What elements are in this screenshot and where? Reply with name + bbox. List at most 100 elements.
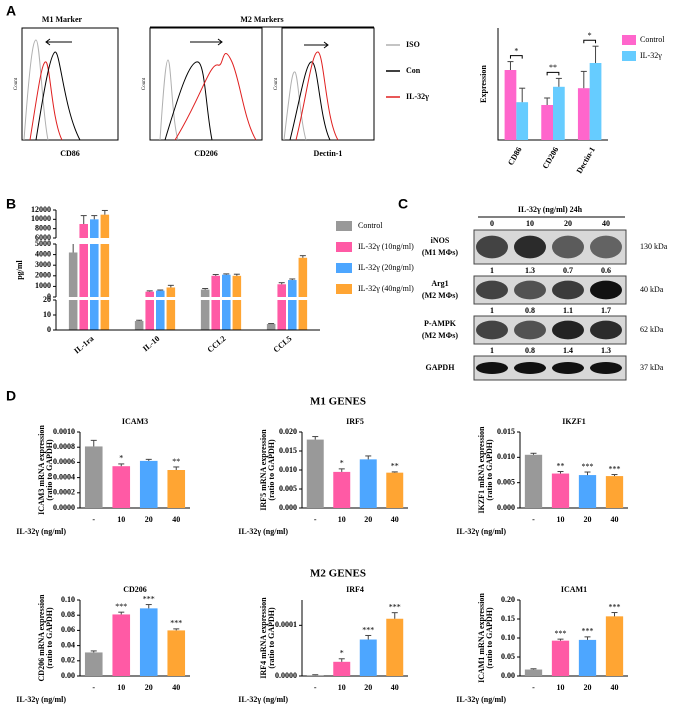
y-tick-label: 0.02 [61, 656, 75, 665]
chart-title: IRF5 [346, 417, 364, 426]
marker-label: CD86 [60, 149, 80, 158]
bar [577, 88, 590, 140]
bar [553, 86, 565, 140]
y-axis-label: (ratio to GAPDH) [267, 439, 276, 501]
lane-label: 10 [526, 219, 534, 228]
y-axis-label: ICAM3 mRNA expression [37, 425, 46, 515]
bar [167, 470, 186, 508]
bar [524, 454, 543, 508]
y-tick-label: 3000 [35, 260, 51, 269]
x-tick-label: IL-10 [141, 334, 161, 353]
x-tick-label: 10 [338, 683, 346, 692]
legend-swatch [622, 35, 636, 45]
blot-quant: 1.3 [601, 346, 611, 355]
bar [200, 289, 210, 330]
legend-swatch [336, 263, 352, 273]
blot-quant: 1.4 [563, 346, 573, 355]
x-tick-label: 10 [117, 683, 125, 692]
y-tick-label: 0.0010 [53, 427, 75, 436]
significance: *** [582, 627, 594, 636]
y-tick-label: 0.0008 [53, 442, 75, 451]
bar [68, 252, 78, 330]
blot-label: iNOS [431, 236, 450, 245]
bar [232, 275, 242, 330]
x-tick-label: IL-1ra [72, 334, 95, 355]
axis-break [52, 297, 320, 300]
bar [605, 476, 624, 508]
y-tick-label: 0.0000 [53, 503, 75, 512]
y-tick-label: 0.010 [497, 452, 515, 461]
bar [541, 105, 553, 140]
blot-quant: 1 [490, 306, 494, 315]
y-tick-label: 0.0002 [53, 488, 75, 497]
bar-chart: ICAM3 0.0000 0.0002 0.0004 0.0006 0.0008 0.001… [16, 417, 190, 536]
blot-band [476, 362, 508, 374]
bar [333, 661, 351, 676]
bar [112, 614, 131, 676]
y-tick-label: 0.08 [61, 610, 75, 619]
x-tick-label: 10 [557, 683, 565, 692]
axis-label: Count [274, 77, 279, 90]
significance: *** [362, 625, 374, 634]
bar [605, 616, 624, 676]
significance: * [340, 649, 344, 658]
blot-size: 62 kDa [640, 325, 664, 334]
x-tick-label: 10 [557, 515, 565, 524]
blot-band [476, 320, 508, 340]
y-tick-label: 0.015 [497, 427, 515, 436]
y-tick-label: 0.20 [501, 595, 515, 604]
y-tick-label: 0.005 [279, 484, 297, 493]
significance: *** [115, 602, 127, 611]
blot-band [590, 320, 622, 340]
blot-quant: 0.8 [525, 346, 535, 355]
blot-quant: 0.8 [525, 306, 535, 315]
significance: *** [170, 619, 182, 628]
blot-size: 37 kDa [640, 363, 664, 372]
significance: *** [555, 629, 567, 638]
blot-sublabel: (M2 MΦs) [422, 291, 459, 300]
y-tick-label: 2000 [35, 271, 51, 280]
bar [139, 608, 158, 676]
x-tick-label: - [92, 683, 95, 692]
x-tick-label: 20 [584, 515, 592, 524]
y-axis-label: (ratio to GAPDH) [45, 439, 54, 501]
bar [100, 214, 110, 330]
blot-size: 130 kDa [640, 242, 668, 251]
bar [139, 460, 158, 508]
significance-bracket [509, 55, 523, 59]
y-tick-label: 0.10 [501, 633, 515, 642]
y-axis-label: pg/ml [15, 259, 24, 279]
significance: ** [172, 457, 180, 466]
axis-label: Count [142, 77, 147, 90]
x-tick-label: 40 [172, 515, 180, 524]
legend-swatch [336, 284, 352, 294]
bar [222, 274, 231, 330]
significance: * [514, 46, 518, 55]
bar [306, 439, 324, 508]
blot-band [590, 280, 622, 300]
significance: *** [389, 602, 401, 611]
bar [516, 102, 529, 140]
significance: *** [609, 602, 621, 611]
x-tick-label: Dectin-1 [575, 145, 597, 175]
axis [497, 28, 608, 141]
y-tick-label: 0 [47, 325, 51, 334]
blot-quant: 1.3 [525, 266, 535, 275]
legend-label: Control [640, 35, 665, 44]
chart-title: ICAM1 [561, 585, 587, 594]
x-axis-label: IL-32γ (ng/ml) [456, 527, 506, 536]
blot-band [476, 235, 508, 259]
blot-label: GAPDH [426, 363, 456, 372]
legend-label: Con [406, 66, 421, 75]
y-tick-label: 1000 [35, 281, 51, 290]
significance-bracket [583, 39, 597, 44]
y-tick-label: 8000 [35, 223, 51, 232]
y-axis-label: ICAM1 mRNA expression [477, 593, 486, 683]
x-tick-label: 10 [117, 515, 125, 524]
y-axis-label: (ratio to GAPDH) [267, 607, 276, 669]
bar [277, 284, 286, 330]
y-tick-label: 20 [43, 295, 51, 304]
blot-quant: 1.1 [563, 306, 573, 315]
chart-title: CD206 [123, 585, 147, 594]
bar [578, 639, 597, 676]
